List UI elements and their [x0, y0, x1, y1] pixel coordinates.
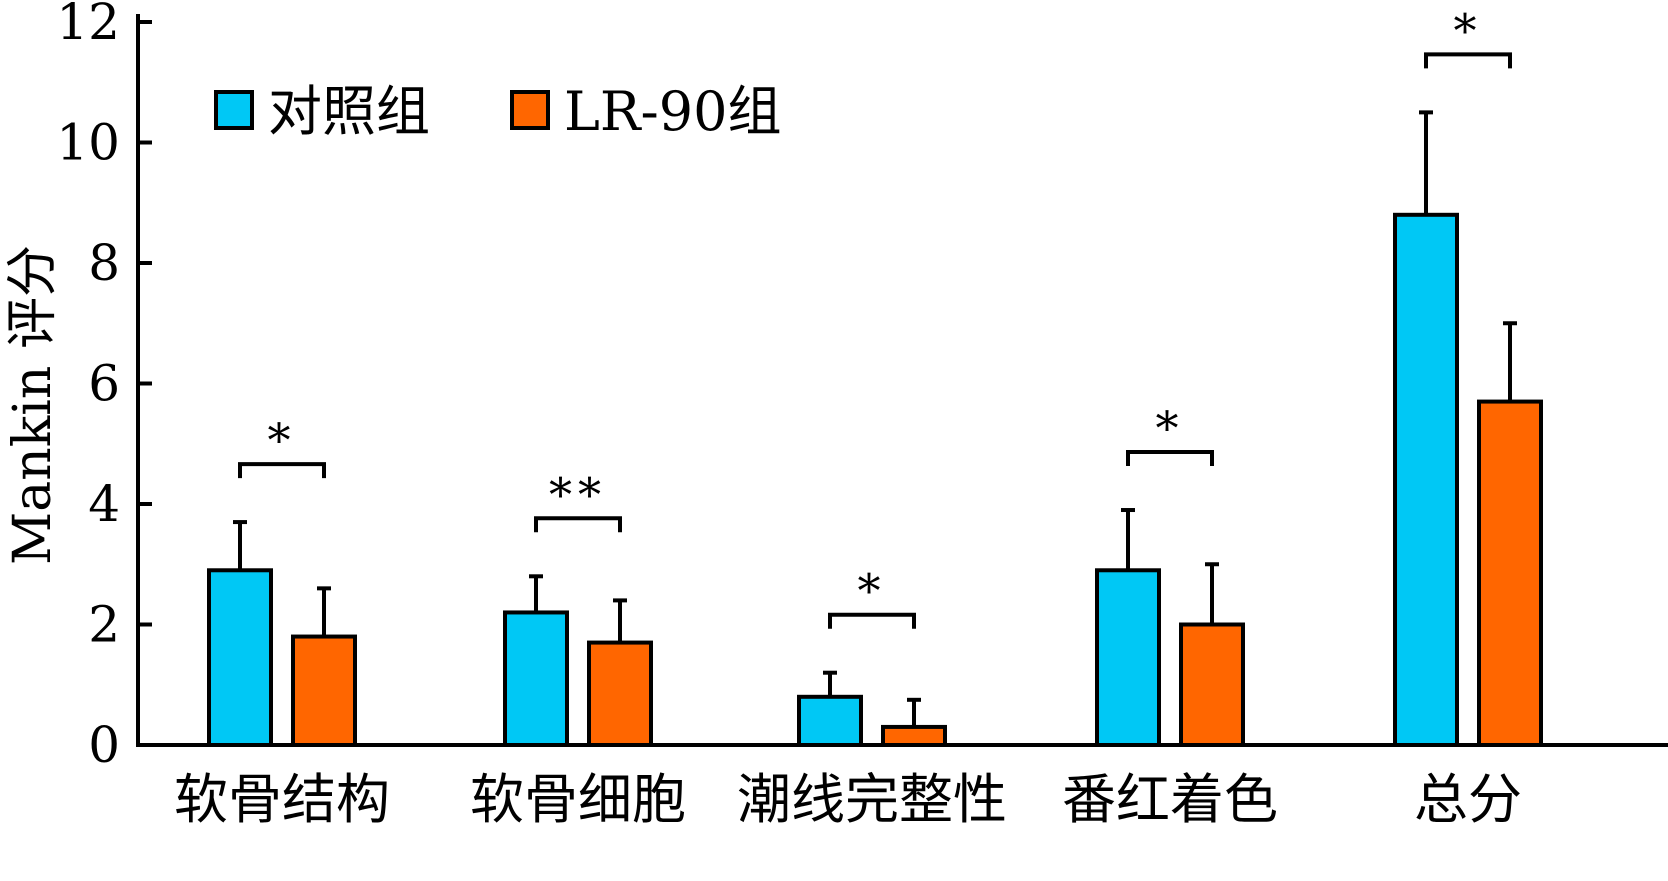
y-tick-label: 4 [88, 475, 120, 533]
x-tick-label: 软骨结构 [174, 768, 390, 831]
y-axis-label: Mankin 评分 [3, 245, 63, 565]
y-tick-label: 12 [56, 0, 120, 51]
y-tick-label: 8 [88, 234, 120, 292]
significance-bracket [828, 612, 916, 629]
x-tick-label: 总分 [1414, 768, 1522, 831]
bar [1477, 399, 1543, 747]
significance-label: * [858, 564, 887, 618]
bar [1095, 568, 1161, 748]
significance-bracket [1424, 52, 1512, 69]
legend-swatch [510, 90, 550, 130]
significance-markers: ****** [238, 3, 1512, 629]
significance-label: * [1156, 401, 1185, 455]
bar [587, 640, 653, 748]
significance-label: * [268, 413, 297, 467]
significance-bracket [238, 462, 326, 479]
bar [291, 634, 357, 747]
y-tick-label: 0 [88, 716, 120, 774]
bar [503, 610, 569, 748]
significance-label: ** [549, 467, 607, 521]
legend-swatch [214, 90, 254, 130]
bars [207, 110, 1543, 748]
x-tick-label: 番红着色 [1062, 768, 1278, 831]
bar [797, 694, 863, 747]
axes: 0 2 4 6 8 10 12 软骨结构 软骨细胞 潮线完整性 番红着色 总分 [56, 0, 1668, 831]
legend-label: LR-90组 [564, 80, 781, 143]
significance-bracket [534, 516, 622, 533]
y-tick-label: 2 [88, 596, 120, 654]
significance-label: * [1454, 3, 1483, 57]
significance-bracket [1126, 450, 1214, 467]
bar [207, 568, 273, 748]
bar [1179, 622, 1245, 747]
bar [881, 724, 947, 747]
y-tick-label: 10 [56, 114, 120, 172]
legend-label: 对照组 [268, 80, 430, 143]
bar [1393, 212, 1459, 748]
y-tick-label: 6 [88, 355, 120, 413]
legend: 对照组 LR-90组 [214, 80, 781, 143]
x-tick-label: 软骨细胞 [470, 768, 686, 831]
x-tick-label: 潮线完整性 [737, 768, 1007, 831]
